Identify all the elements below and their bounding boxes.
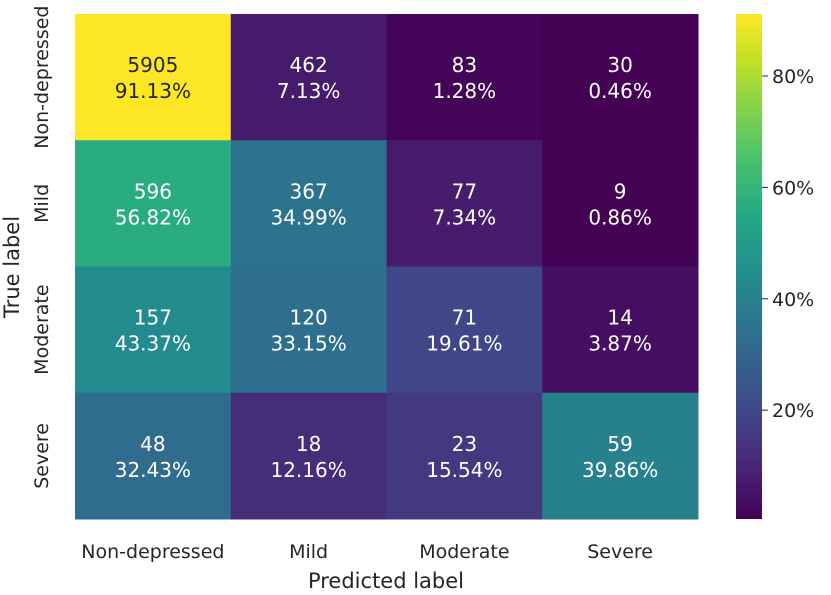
heatmap-cell-non-depressed-mild — [230, 14, 387, 141]
cell-percent-label: 32.43% — [115, 458, 191, 482]
heatmap-cells — [75, 14, 699, 520]
x-tick-label: Non-depressed — [81, 541, 224, 563]
cell-percent-label: 19.61% — [426, 332, 502, 356]
heatmap-cell-non-depressed-moderate — [386, 14, 543, 141]
cell-percent-label: 1.28% — [433, 79, 497, 103]
cell-percent-label: 0.86% — [588, 205, 652, 229]
heatmap-cell-mild-severe — [542, 140, 699, 267]
colorbar-tick-label: 60% — [772, 177, 814, 199]
cell-count-label: 71 — [452, 306, 477, 330]
cell-percent-label: 12.16% — [270, 458, 346, 482]
cell-count-label: 5905 — [127, 53, 178, 77]
cell-percent-label: 3.87% — [588, 332, 652, 356]
cell-percent-label: 15.54% — [426, 458, 502, 482]
heatmap-cell-mild-non-depressed — [75, 140, 232, 267]
y-tick-label: Moderate — [31, 284, 53, 374]
cell-count-label: 23 — [452, 432, 477, 456]
cell-percent-label: 33.15% — [270, 332, 346, 356]
cell-percent-label: 7.34% — [433, 205, 497, 229]
heatmap-cell-non-depressed-non-depressed — [75, 14, 232, 141]
cell-count-label: 157 — [134, 306, 172, 330]
cell-count-label: 77 — [452, 179, 477, 203]
cell-percent-label: 91.13% — [115, 79, 191, 103]
x-tick-label: Severe — [587, 541, 653, 563]
colorbar — [736, 14, 762, 519]
heatmap-cell-mild-moderate — [386, 140, 543, 267]
colorbar-tick-label: 80% — [772, 66, 814, 88]
heatmap-cell-moderate-mild — [230, 266, 387, 394]
heatmap-cell-non-depressed-severe — [542, 14, 699, 141]
cell-count-label: 83 — [452, 53, 477, 77]
cell-percent-label: 39.86% — [582, 458, 658, 482]
x-tick-label: Mild — [289, 541, 328, 563]
cell-count-label: 48 — [140, 432, 165, 456]
heatmap-cell-severe-non-depressed — [75, 392, 232, 520]
colorbar-tick-label: 20% — [772, 400, 814, 422]
heatmap-cell-mild-mild — [230, 140, 387, 267]
y-axis-ticks: Non-depressed Mild Moderate Severe — [31, 6, 53, 489]
cell-count-label: 9 — [614, 179, 627, 203]
cell-percent-label: 0.46% — [588, 79, 652, 103]
heatmap-cell-moderate-moderate — [386, 266, 543, 394]
heatmap-cell-moderate-severe — [542, 266, 699, 394]
heatmap-cell-severe-moderate — [386, 392, 543, 520]
cell-count-label: 367 — [290, 179, 328, 203]
colorbar-ticks: 20% 40% 60% 80% — [762, 66, 814, 422]
cell-percent-label: 7.13% — [277, 79, 341, 103]
heatmap-cell-moderate-non-depressed — [75, 266, 232, 394]
x-tick-label: Moderate — [419, 541, 509, 563]
cell-count-label: 18 — [296, 432, 321, 456]
heatmap-cell-severe-mild — [230, 392, 387, 520]
cell-count-label: 462 — [290, 53, 328, 77]
cell-percent-label: 34.99% — [270, 205, 346, 229]
y-tick-label: Mild — [31, 184, 53, 223]
y-tick-label: Severe — [31, 423, 53, 489]
y-axis-label: True label — [0, 216, 24, 319]
y-tick-label: Non-depressed — [31, 6, 53, 149]
cell-count-label: 14 — [607, 306, 632, 330]
cell-count-label: 596 — [134, 179, 172, 203]
cell-percent-label: 56.82% — [115, 205, 191, 229]
cell-count-label: 59 — [607, 432, 632, 456]
colorbar-tick-label: 40% — [772, 289, 814, 311]
heatmap-cell-severe-severe — [542, 392, 699, 520]
cell-count-label: 30 — [607, 53, 632, 77]
cell-count-label: 120 — [290, 306, 328, 330]
cell-percent-label: 43.37% — [115, 332, 191, 356]
x-axis-ticks: Non-depressed Mild Moderate Severe — [81, 541, 653, 563]
x-axis-label: Predicted label — [308, 569, 464, 593]
